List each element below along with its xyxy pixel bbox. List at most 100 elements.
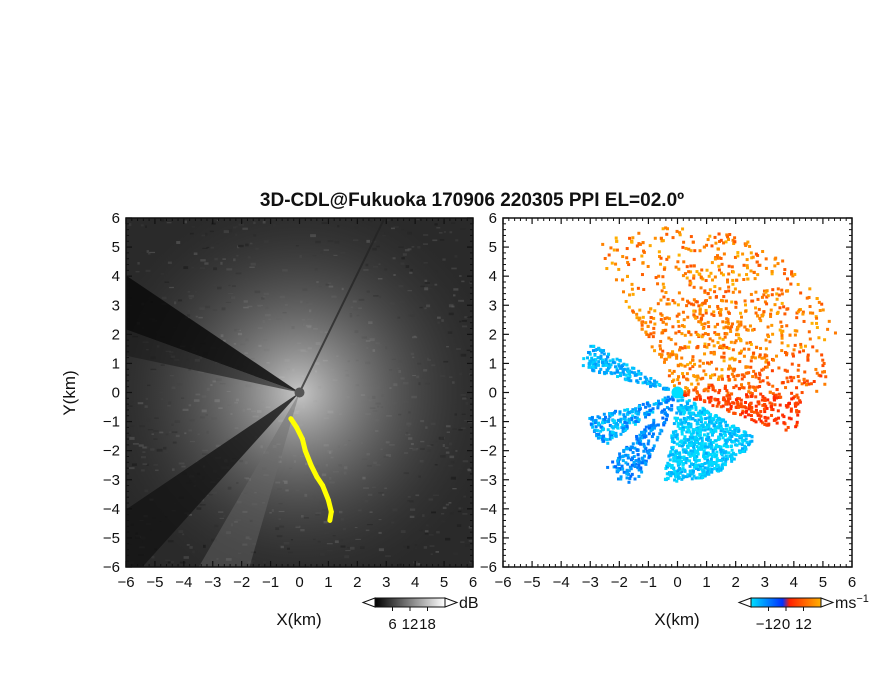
velocity-pixel (701, 376, 705, 380)
velocity-pixel (686, 315, 690, 319)
velocity-pixel (593, 419, 597, 423)
velocity-pixel (713, 290, 717, 294)
velocity-pixel (661, 275, 665, 279)
velocity-pixel (747, 443, 751, 447)
velocity-pixel (680, 439, 684, 443)
velocity-pixel (671, 352, 675, 356)
velocity-pixel (681, 274, 685, 278)
velocity-pixel (740, 385, 744, 389)
velocity-pixel (721, 299, 725, 303)
velocity-pixel (621, 429, 625, 433)
velocity-pixel (687, 399, 691, 403)
x-tick-label: 0 (295, 574, 303, 591)
velocity-pixel (682, 318, 686, 322)
velocity-pixel (720, 262, 724, 266)
velocity-pixel (706, 466, 710, 470)
velocity-pixel (833, 331, 837, 335)
velocity-pixel (639, 372, 643, 376)
velocity-pixel (750, 299, 754, 303)
velocity-pixel (724, 457, 728, 461)
velocity-pixel (767, 334, 771, 338)
velocity-pixel (618, 412, 622, 416)
velocity-pixel (798, 350, 802, 354)
velocity-pixel (735, 433, 739, 437)
velocity-pixel (764, 360, 768, 364)
velocity-pixel (732, 374, 736, 378)
velocity-pixel (714, 445, 718, 449)
velocity-pixel (685, 387, 689, 391)
velocity-pixel (740, 411, 744, 415)
velocity-pixel (637, 460, 641, 464)
velocity-pixel (740, 438, 744, 442)
radar-site-marker (294, 387, 305, 398)
velocity-pixel (749, 409, 753, 413)
velocity-pixel (723, 463, 727, 467)
velocity-pixel (706, 445, 710, 449)
velocity-pixel (653, 379, 657, 383)
velocity-pixel (730, 459, 734, 463)
velocity-pixel (606, 355, 610, 359)
velocity-pixel (701, 473, 705, 477)
velocity-pixel (776, 409, 780, 413)
velocity-pixel (728, 327, 732, 331)
velocity-pixel (750, 256, 754, 260)
high-reflectivity-echo (302, 448, 314, 468)
velocity-pixel (642, 454, 646, 458)
velocity-pixel (671, 398, 675, 402)
velocity-pixel (763, 422, 767, 426)
velocity-pixel (596, 356, 600, 360)
velocity-pixel (650, 448, 654, 452)
x-tick-label: 4 (790, 574, 798, 591)
velocity-pixel (695, 378, 699, 382)
velocity-pixel (671, 445, 675, 449)
velocity-pixel (676, 303, 680, 307)
velocity-pixel (709, 460, 713, 464)
velocity-pixel (733, 240, 737, 244)
velocity-pixel (681, 474, 685, 478)
velocity-pixel (645, 378, 649, 382)
velocity-pixel (706, 389, 710, 393)
velocity-pixel (632, 454, 636, 458)
velocity-pixel (615, 425, 619, 429)
velocity-pixel (705, 268, 709, 272)
velocity-pixel (709, 430, 713, 434)
velocity-pixel (668, 458, 672, 462)
velocity-pixel (611, 360, 615, 364)
velocity-pixel (689, 443, 693, 447)
velocity-pixel (761, 421, 765, 425)
velocity-pixel (704, 417, 708, 421)
velocity-pixel (694, 406, 698, 410)
velocity-pixel (656, 399, 660, 403)
velocity-pixel (669, 353, 673, 357)
velocity-pixel (726, 430, 730, 434)
velocity-pixel (598, 348, 602, 352)
velocity-pixel (770, 369, 774, 373)
velocity-pixel (762, 289, 766, 293)
velocity-pixel (756, 413, 760, 417)
velocity-pixel (722, 355, 726, 359)
velocity-pixel (662, 360, 666, 364)
velocity-pixel (814, 367, 818, 371)
velocity-pixel (801, 312, 805, 316)
velocity-pixel (664, 357, 668, 361)
velocity-pixel (743, 438, 747, 442)
velocity-pixel (661, 282, 665, 286)
velocity-pixel (743, 446, 747, 450)
velocity-pixel (601, 364, 605, 368)
velocity-pixel (699, 424, 703, 428)
velocity-pixel (659, 355, 663, 359)
velocity-pixel (607, 420, 611, 424)
velocity-pixel (700, 303, 704, 307)
velocity-pixel (591, 422, 595, 426)
velocity-pixel (658, 352, 662, 356)
colorbar-arrow-right (820, 597, 835, 608)
velocity-pixel (763, 365, 767, 369)
velocity-pixel (619, 475, 623, 479)
velocity-pixel (739, 413, 743, 417)
velocity-pixel (640, 470, 644, 474)
colorbar-tick-label: 0 (782, 616, 790, 633)
velocity-pixel (810, 321, 814, 325)
velocity-pixel (682, 375, 686, 379)
velocity-pixel (722, 398, 726, 402)
